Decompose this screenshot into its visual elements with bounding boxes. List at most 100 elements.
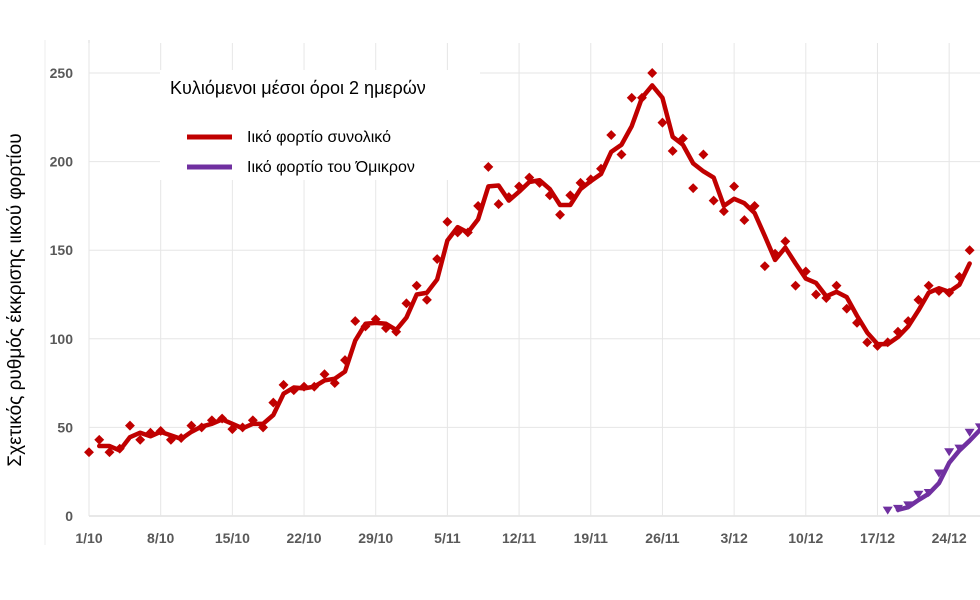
data-point: [882, 337, 893, 348]
data-point: [892, 504, 903, 513]
data-point: [657, 117, 668, 128]
x-tick-label: 19/11: [574, 530, 608, 546]
series-layer: [84, 68, 980, 515]
data-point: [258, 422, 269, 433]
data-point: [647, 68, 658, 78]
data-point: [626, 92, 637, 103]
y-tick-label: 100: [50, 331, 74, 347]
data-point: [288, 385, 299, 396]
data-point: [186, 420, 197, 431]
data-point: [780, 236, 791, 247]
data-point: [667, 146, 678, 156]
data-point: [278, 379, 289, 390]
y-axis-title: Σχετικός ρυθμός έκκρισης ιικού φορτίου: [5, 133, 26, 466]
data-point: [268, 397, 279, 408]
data-point: [370, 314, 381, 325]
data-point: [145, 427, 156, 438]
data-point: [729, 181, 740, 192]
data-point: [135, 434, 146, 445]
data-point: [841, 303, 852, 314]
data-point: [862, 337, 873, 348]
x-tick-label: 22/10: [287, 530, 322, 546]
data-point: [944, 448, 955, 457]
data-point: [381, 323, 391, 334]
y-tick-label: 150: [50, 242, 74, 258]
data-point: [759, 261, 770, 272]
data-point: [770, 248, 781, 259]
data-point: [790, 280, 801, 291]
data-point: [913, 294, 924, 305]
data-point: [319, 369, 330, 380]
legend-label-omicron: Ιικό φορτίο του Όμικρον: [247, 159, 415, 176]
data-point: [555, 209, 565, 220]
data-point: [155, 425, 166, 436]
x-tick-label: 26/11: [645, 530, 679, 546]
data-point: [821, 293, 832, 303]
data-point: [565, 190, 576, 201]
data-point: [125, 420, 135, 431]
data-point: [442, 216, 453, 227]
data-point: [534, 177, 545, 188]
data-point: [596, 163, 606, 174]
x-tick-label: 15/10: [215, 530, 250, 546]
data-point: [483, 161, 494, 172]
x-tick-label: 24/12: [932, 530, 967, 546]
data-point: [923, 488, 934, 497]
y-tick-label: 200: [50, 154, 74, 170]
data-point: [350, 316, 361, 327]
data-point: [964, 245, 975, 256]
legend-label-total: Ιικό φορτίο συνολικό: [247, 129, 391, 146]
data-point: [206, 415, 217, 426]
data-point: [933, 469, 944, 478]
x-tick-labels: 1/10 8/10 15/10 22/10 29/10 5/11 12/11 19/11 26/…: [75, 530, 967, 546]
x-tick-label: 5/11: [434, 530, 461, 546]
data-point: [391, 326, 402, 337]
x-tick-label: 8/10: [147, 530, 174, 546]
legend-title: Κυλιόμενοι μέσοι όροι 2 ημερών: [170, 78, 426, 98]
data-point: [401, 298, 412, 309]
data-point: [473, 200, 484, 211]
moving-average-line: [895, 427, 980, 513]
y-tick-label: 250: [50, 65, 74, 81]
data-point: [616, 149, 627, 160]
data-point: [340, 355, 350, 366]
data-point: [585, 174, 596, 185]
data-point: [923, 280, 934, 291]
data-point: [893, 326, 903, 337]
data-point: [882, 506, 893, 515]
x-tick-label: 17/12: [860, 530, 895, 546]
data-point: [544, 190, 555, 201]
data-point: [421, 294, 432, 305]
data-point: [974, 423, 980, 432]
series-total: [84, 68, 975, 458]
data-point: [739, 215, 750, 226]
legend: Κυλιόμενοι μέσοι όροι 2 ημερών Ιικό φορτ…: [160, 70, 480, 180]
data-point: [954, 444, 965, 453]
y-tick-label: 0: [65, 508, 73, 524]
data-point: [698, 149, 709, 160]
data-point: [688, 183, 699, 194]
data-point: [903, 316, 914, 327]
data-point: [637, 92, 647, 103]
data-point: [84, 447, 94, 458]
data-point: [462, 227, 473, 238]
data-point: [852, 317, 862, 328]
data-point: [872, 340, 883, 351]
data-point: [411, 280, 422, 291]
x-tick-label: 1/10: [75, 530, 102, 546]
data-point: [237, 422, 248, 433]
data-point: [524, 172, 535, 183]
data-point: [329, 378, 340, 389]
data-point: [196, 422, 207, 433]
data-point: [94, 434, 105, 445]
x-tick-label: 3/12: [720, 530, 747, 546]
data-point: [913, 490, 924, 499]
data-point: [247, 415, 258, 426]
x-tick-label: 10/12: [788, 530, 823, 546]
x-tick-label: 29/10: [358, 530, 393, 546]
data-point: [677, 133, 688, 144]
data-point: [493, 199, 504, 210]
data-point: [217, 413, 228, 424]
y-tick-labels: 0 50 100 150 200 250: [50, 65, 74, 524]
data-point: [227, 424, 238, 435]
